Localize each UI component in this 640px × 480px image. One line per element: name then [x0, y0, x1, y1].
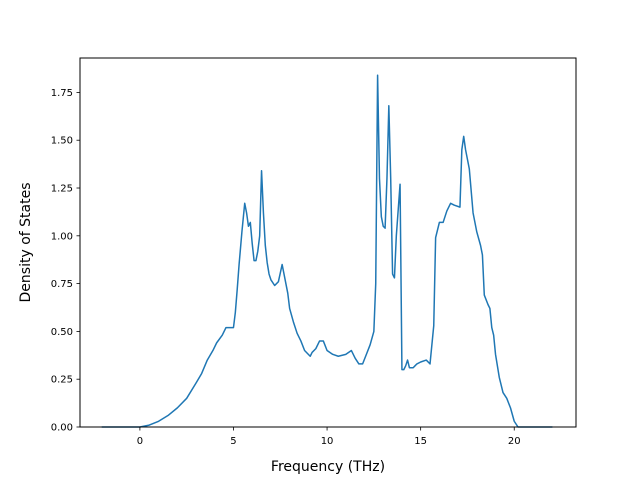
- x-axis: 0 5 10 15 20: [137, 427, 521, 447]
- y-tick-label: 1.75: [51, 88, 73, 99]
- y-tick-label: 0.25: [51, 375, 73, 386]
- y-tick-label: 1.00: [51, 231, 73, 242]
- y-axis-label: Density of States: [18, 183, 34, 303]
- y-tick-label: 0.50: [51, 327, 73, 338]
- x-tick-label: 15: [414, 436, 427, 447]
- y-tick-label: 1.50: [51, 136, 73, 147]
- y-tick-label: 1.25: [51, 184, 73, 195]
- x-tick-label: 5: [230, 436, 236, 447]
- x-tick-label: 10: [321, 436, 334, 447]
- x-tick-label: 20: [508, 436, 521, 447]
- x-axis-label: Frequency (THz): [271, 459, 385, 475]
- y-tick-label: 0.75: [51, 279, 73, 290]
- x-tick-label: 0: [137, 436, 143, 447]
- y-axis: 0.00 0.25 0.50 0.75 1.00 1.25 1.50 1.75: [51, 88, 80, 434]
- series-line-0: [101, 74, 553, 428]
- axes-frame: [79, 57, 577, 428]
- plot-area: [101, 74, 553, 428]
- y-tick-label: 0.00: [51, 423, 73, 434]
